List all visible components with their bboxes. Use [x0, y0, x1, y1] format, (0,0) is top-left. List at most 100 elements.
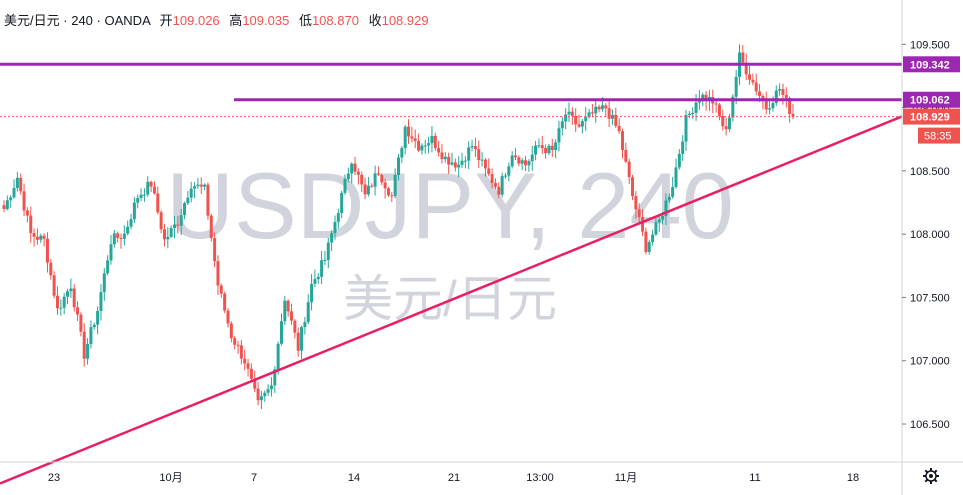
candle-body [149, 181, 153, 187]
candle-body [15, 177, 19, 189]
candle-body [477, 149, 481, 161]
candle-body [243, 358, 247, 364]
candle-body [300, 327, 304, 351]
candle-body [557, 128, 561, 143]
candle-body [86, 343, 90, 359]
candle-body [326, 242, 330, 260]
candle-body [500, 176, 504, 195]
candle-body [467, 147, 471, 161]
candle-body [290, 311, 294, 321]
candle-body [19, 177, 23, 192]
candle-body [584, 116, 588, 122]
watermark-name: 美元/日元 [343, 271, 557, 327]
candle-body [66, 291, 70, 297]
legend-sep-1: · [63, 13, 68, 28]
candle-body [590, 112, 594, 114]
price-tags: 109.342 109.062 108.929 58:35 [903, 56, 960, 144]
candle-body [266, 389, 270, 393]
open-value: 109.026 [172, 13, 220, 28]
candle-body [423, 145, 427, 147]
time-tick-label: 14 [348, 472, 360, 484]
time-axis[interactable]: 23 10月 7 14 21 13:00 11月 11 18 [48, 472, 859, 484]
candle-body [303, 322, 307, 328]
candle-body [524, 160, 528, 166]
candle-body [664, 200, 668, 216]
candle-body [12, 188, 16, 198]
candle-body [269, 385, 273, 390]
candle-body [79, 314, 83, 332]
candle-body [316, 276, 320, 280]
candle-body [336, 213, 340, 222]
candle-body [69, 288, 73, 292]
candle-body [514, 155, 518, 158]
candle-body [363, 184, 367, 195]
candle-body [704, 94, 708, 102]
candle-body [754, 82, 758, 92]
candle-body [714, 103, 718, 105]
candle-body [156, 193, 160, 213]
candle-body [748, 74, 752, 80]
time-tick-label: 11月 [615, 472, 637, 484]
candle-body [59, 307, 63, 309]
time-tick-label: 11 [749, 472, 760, 484]
candle-body [173, 224, 177, 229]
candle-body [256, 388, 260, 401]
candle-body [527, 161, 531, 166]
candle-body [480, 159, 484, 161]
candle-body [453, 162, 457, 168]
candle-body [778, 89, 782, 91]
candle-body [249, 368, 253, 379]
candle-body [667, 196, 671, 201]
candle-body [721, 115, 725, 127]
candle-body [32, 233, 36, 237]
candle-body [92, 324, 96, 328]
broker-label: OANDA [104, 13, 151, 28]
candle-body [9, 197, 13, 201]
price-tick-label: 109.500 [910, 39, 950, 51]
time-tick-label: 23 [48, 472, 60, 484]
level-price-tag [903, 56, 960, 73]
candle-body [567, 111, 571, 115]
open-label: 开 [159, 13, 173, 28]
candle-body [132, 202, 136, 220]
price-tick-label: 108.500 [910, 166, 950, 178]
candle-body [443, 156, 447, 160]
candle-body [430, 135, 434, 144]
candle-body [233, 338, 237, 345]
candle-body [407, 126, 411, 137]
gear-icon[interactable] [923, 468, 939, 484]
candle-body [25, 210, 29, 216]
legend-sep-2: · [96, 13, 101, 28]
candle-body [597, 106, 601, 110]
candle-body [189, 188, 193, 198]
candle-body [400, 148, 404, 158]
candle-body [580, 121, 584, 127]
candle-body [607, 108, 611, 119]
candle-body [343, 179, 347, 193]
candle-body [577, 124, 581, 127]
candle-body [296, 332, 300, 351]
candle-body [684, 115, 688, 142]
candle-body [159, 212, 163, 230]
candle-body [624, 149, 628, 162]
candle-body [146, 181, 150, 195]
candle-body [570, 111, 574, 116]
candle-body [574, 115, 578, 125]
candle-body [457, 164, 461, 168]
candle-body [547, 145, 551, 154]
candle-body [657, 219, 661, 223]
interval-label: 240 [71, 13, 93, 28]
candle-body [333, 221, 337, 234]
candle-body [99, 292, 103, 312]
candle-body [116, 233, 120, 238]
candle-body [356, 171, 360, 175]
candle-body [774, 90, 778, 104]
candle-body [534, 145, 538, 155]
time-tick-label: 7 [251, 472, 257, 484]
last-price-tag [903, 108, 960, 125]
candle-body [727, 117, 731, 130]
candle-body [463, 160, 467, 162]
candle-body [410, 136, 414, 139]
